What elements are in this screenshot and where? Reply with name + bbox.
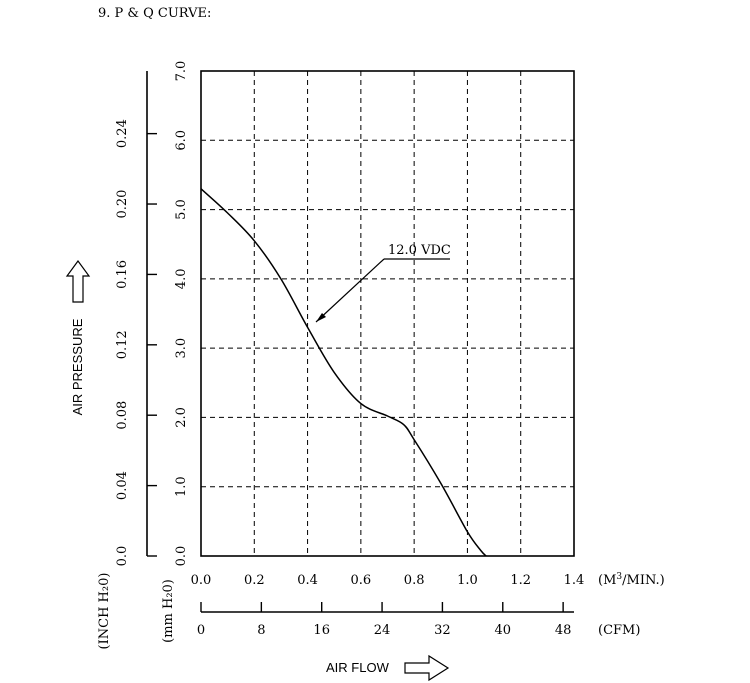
mm-unit-label: (mm H₂0): [161, 579, 176, 643]
y-mm-tick-label: 7.0: [174, 61, 189, 82]
x-tick-label: 0.6: [351, 573, 372, 588]
cfm-tick-label: 40: [495, 623, 512, 638]
y-inch-tick-label: 0.20: [115, 190, 130, 219]
series-line-12vdc: [200, 188, 487, 557]
y-mm-tick-label: 2.0: [174, 407, 189, 428]
y-inch-tick-label: 0.04: [115, 471, 130, 500]
y-axis-title: AIR PRESSURE: [70, 318, 85, 415]
y-inch-tick-label: 0.24: [115, 119, 130, 148]
grid-lines: [201, 71, 574, 556]
y-inch-tick-label: 0.12: [115, 330, 130, 359]
y-mm-tick-label: 1.0: [174, 476, 189, 497]
annotation-label: 12.0 VDC: [388, 243, 451, 258]
cfm-tick-label: 8: [257, 623, 265, 638]
cfm-tick-label: 32: [434, 623, 451, 638]
right-arrow-icon: [404, 654, 450, 682]
x-tick-label: 1.0: [457, 573, 478, 588]
cfm-tick-label: 48: [555, 623, 572, 638]
y-inch-tick-label: 0.08: [115, 401, 130, 430]
annotation-arrowhead: [316, 313, 326, 322]
x-tick-label: 0.2: [244, 573, 265, 588]
plot-frame: [200, 70, 575, 557]
y-mm-tick-label: 3.0: [174, 338, 189, 359]
x-tick-label: 1.4: [564, 573, 585, 588]
x-unit-label: (M3/MIN.): [598, 572, 665, 588]
cfm-tick-label: 16: [313, 623, 330, 638]
x-tick-label: 1.2: [510, 573, 531, 588]
y-mm-tick-label: 0.0: [174, 546, 189, 567]
cfm-unit-label: (CFM): [598, 623, 640, 638]
x-axis-title: AIR FLOW: [326, 660, 390, 675]
x-tick-label: 0.0: [191, 573, 212, 588]
axis-ticks: [147, 132, 564, 612]
tick-labels: 0.0 0.2 0.4 0.6 0.8 1.0 1.2 1.4 0.0 1.0 2.0 3.0 4.0 5…: [115, 61, 584, 638]
y-inch-tick-label: 0.0: [115, 546, 130, 567]
curve-group: [200, 188, 487, 557]
y-inch-tick-label: 0.16: [115, 260, 130, 289]
y-mm-tick-label: 6.0: [174, 130, 189, 151]
x-tick-label: 0.8: [404, 573, 425, 588]
y-mm-tick-label: 4.0: [174, 269, 189, 290]
cfm-tick-label: 24: [374, 623, 391, 638]
cfm-tick-label: 0: [197, 623, 205, 638]
up-arrow-icon: [65, 259, 91, 303]
annotation-leader: [315, 258, 385, 323]
x-tick-label: 0.4: [297, 573, 318, 588]
section-heading: 9. P & Q CURVE:: [98, 6, 212, 21]
inch-unit-label: (INCH H₂0): [97, 573, 112, 650]
y-mm-tick-label: 5.0: [174, 199, 189, 220]
